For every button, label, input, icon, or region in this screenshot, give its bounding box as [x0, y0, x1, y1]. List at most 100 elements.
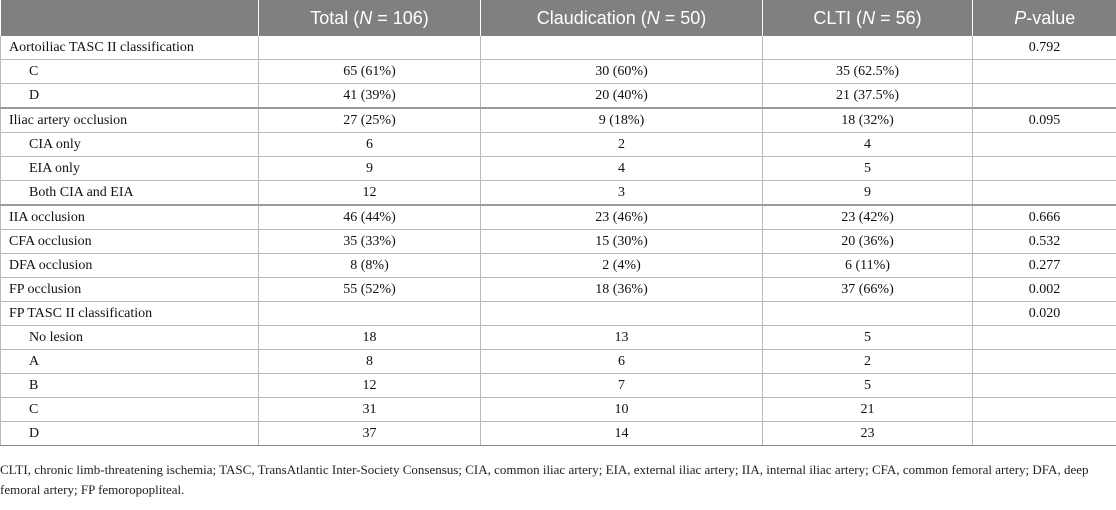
header-claudication: Claudication (N = 50)	[480, 0, 763, 36]
row-label: D	[0, 83, 259, 109]
row-label: FP occlusion	[0, 277, 259, 302]
row-label: CIA only	[0, 132, 259, 157]
cell-claudication: 18 (36%)	[480, 277, 763, 302]
cell-clti: 4	[762, 132, 973, 157]
row-label: DFA occlusion	[0, 253, 259, 278]
header-blank	[0, 0, 259, 36]
cell-clti: 5	[762, 156, 973, 181]
cell-total: 12	[258, 373, 481, 398]
row-label: No lesion	[0, 325, 259, 350]
header-total: Total (N = 106)	[258, 0, 481, 36]
cell-total: 8 (8%)	[258, 253, 481, 278]
cell-total: 27 (25%)	[258, 107, 481, 133]
cell-total: 6	[258, 132, 481, 157]
cell-claudication	[480, 301, 763, 326]
cell-clti: 21 (37.5%)	[762, 83, 973, 109]
cell-p-value	[972, 325, 1116, 350]
cell-claudication: 2	[480, 132, 763, 157]
table-row: D 37 14 23	[0, 421, 1116, 446]
cell-clti: 6 (11%)	[762, 253, 973, 278]
row-label: B	[0, 373, 259, 398]
header-p-value: P-value	[972, 0, 1116, 36]
table-row: C 31 10 21	[0, 397, 1116, 422]
cell-clti: 23 (42%)	[762, 204, 973, 230]
table-footnote: CLTI, chronic limb-threatening ischemia;…	[0, 462, 1089, 497]
cell-clti: 23	[762, 421, 973, 446]
row-label: Both CIA and EIA	[0, 180, 259, 206]
cell-claudication: 4	[480, 156, 763, 181]
cell-total: 18	[258, 325, 481, 350]
cell-p-value	[972, 397, 1116, 422]
cell-total: 35 (33%)	[258, 229, 481, 254]
header-row: Total (N = 106) Claudication (N = 50) CL…	[0, 0, 1116, 36]
header-clti: CLTI (N = 56)	[762, 0, 973, 36]
cell-claudication: 15 (30%)	[480, 229, 763, 254]
cell-claudication: 30 (60%)	[480, 59, 763, 84]
cell-p-value	[972, 132, 1116, 157]
row-label: FP TASC II classification	[0, 301, 259, 326]
cell-claudication: 20 (40%)	[480, 83, 763, 109]
table-row: EIA only 9 4 5	[0, 156, 1116, 181]
table-row: Both CIA and EIA 12 3 9	[0, 180, 1116, 206]
cell-p-value	[972, 59, 1116, 84]
table-row: Iliac artery occlusion 27 (25%) 9 (18%) …	[0, 107, 1116, 133]
row-label: CFA occlusion	[0, 229, 259, 254]
cell-p-value	[972, 83, 1116, 109]
row-label: D	[0, 421, 259, 446]
table-row: No lesion 18 13 5	[0, 325, 1116, 350]
cell-p-value	[972, 180, 1116, 206]
row-label: C	[0, 397, 259, 422]
cell-p-value: 0.277	[972, 253, 1116, 278]
cell-clti: 5	[762, 373, 973, 398]
row-label: Iliac artery occlusion	[0, 107, 259, 133]
cell-p-value: 0.002	[972, 277, 1116, 302]
cell-claudication: 3	[480, 180, 763, 206]
cell-p-value	[972, 156, 1116, 181]
cell-p-value: 0.020	[972, 301, 1116, 326]
cell-claudication: 10	[480, 397, 763, 422]
cell-claudication: 13	[480, 325, 763, 350]
cell-claudication: 2 (4%)	[480, 253, 763, 278]
cell-claudication: 6	[480, 349, 763, 374]
cell-clti: 18 (32%)	[762, 107, 973, 133]
table-row: Aortoiliac TASC II classification 0.792	[0, 36, 1116, 60]
table-row: IIA occlusion 46 (44%) 23 (46%) 23 (42%)…	[0, 204, 1116, 230]
cell-total: 37	[258, 421, 481, 446]
cell-claudication	[480, 36, 763, 60]
cell-clti: 21	[762, 397, 973, 422]
row-label: Aortoiliac TASC II classification	[0, 36, 259, 60]
cell-p-value	[972, 373, 1116, 398]
cell-clti: 35 (62.5%)	[762, 59, 973, 84]
cell-p-value: 0.666	[972, 204, 1116, 230]
cell-clti: 37 (66%)	[762, 277, 973, 302]
table-row: CIA only 6 2 4	[0, 132, 1116, 157]
table-row: FP occlusion 55 (52%) 18 (36%) 37 (66%) …	[0, 277, 1116, 302]
cell-clti: 5	[762, 325, 973, 350]
cell-clti: 9	[762, 180, 973, 206]
cell-total: 65 (61%)	[258, 59, 481, 84]
cell-total: 41 (39%)	[258, 83, 481, 109]
cell-claudication: 14	[480, 421, 763, 446]
cell-total: 55 (52%)	[258, 277, 481, 302]
row-label: A	[0, 349, 259, 374]
data-table: Total (N = 106) Claudication (N = 50) CL…	[0, 0, 1116, 446]
row-label: EIA only	[0, 156, 259, 181]
cell-total: 12	[258, 180, 481, 206]
cell-p-value: 0.792	[972, 36, 1116, 60]
cell-total: 8	[258, 349, 481, 374]
cell-total: 31	[258, 397, 481, 422]
row-label: IIA occlusion	[0, 204, 259, 230]
table-row: D 41 (39%) 20 (40%) 21 (37.5%)	[0, 83, 1116, 109]
cell-total	[258, 36, 481, 60]
cell-p-value: 0.095	[972, 107, 1116, 133]
cell-total: 46 (44%)	[258, 204, 481, 230]
cell-total	[258, 301, 481, 326]
cell-claudication: 9 (18%)	[480, 107, 763, 133]
table-row: CFA occlusion 35 (33%) 15 (30%) 20 (36%)…	[0, 229, 1116, 254]
cell-clti	[762, 36, 973, 60]
cell-claudication: 23 (46%)	[480, 204, 763, 230]
table-row: DFA occlusion 8 (8%) 2 (4%) 6 (11%) 0.27…	[0, 253, 1116, 278]
cell-clti: 2	[762, 349, 973, 374]
table-row: C 65 (61%) 30 (60%) 35 (62.5%)	[0, 59, 1116, 84]
